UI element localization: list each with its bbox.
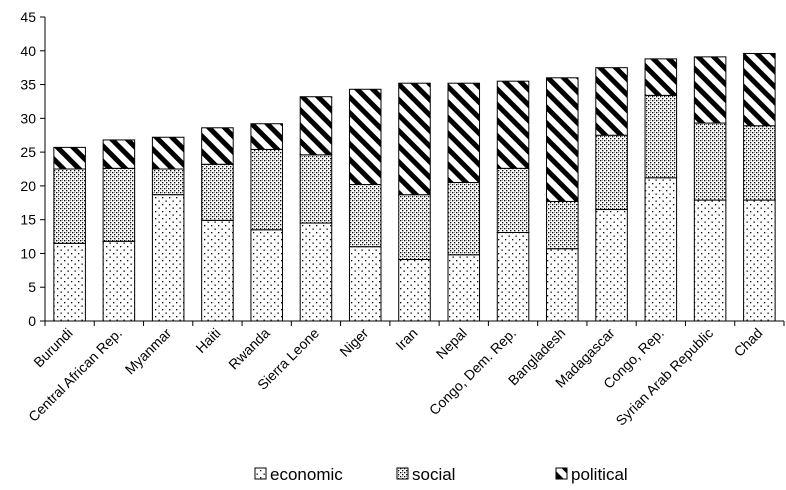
y-tick-label: 15 — [20, 212, 36, 228]
bar-social-3 — [201, 163, 234, 221]
bar-political-14 — [743, 52, 776, 127]
bar-social-7 — [398, 194, 431, 261]
bar-social-5 — [299, 154, 333, 224]
legend-label-political: political — [571, 465, 628, 484]
bar-economic-1 — [102, 240, 136, 322]
bar-political-2 — [151, 136, 185, 170]
legend-swatch-economic — [254, 467, 267, 480]
legend: economic social political — [254, 465, 628, 484]
bar-political-4 — [250, 123, 283, 150]
bar-political-7 — [398, 82, 431, 196]
bar-political-11 — [595, 67, 628, 136]
plot-area — [53, 52, 776, 322]
y-tick-label: 40 — [20, 43, 36, 59]
bar-social-14 — [743, 125, 776, 201]
bar-economic-13 — [693, 199, 727, 322]
bar-economic-5 — [299, 222, 333, 322]
bar-economic-12 — [644, 177, 678, 322]
bar-political-10 — [546, 77, 579, 202]
bar-economic-11 — [595, 209, 628, 322]
legend-label-economic: economic — [270, 465, 343, 484]
bar-economic-10 — [546, 248, 579, 322]
bar-political-8 — [447, 82, 481, 184]
y-tick-label: 5 — [28, 279, 36, 295]
bar-social-11 — [595, 134, 628, 211]
x-tick-label: Rwanda — [225, 325, 273, 373]
bar-political-9 — [496, 80, 530, 169]
x-tick-label: Haiti — [192, 325, 223, 356]
bar-political-6 — [348, 88, 382, 186]
legend-label-social: social — [412, 465, 455, 484]
bar-social-6 — [348, 184, 382, 248]
bar-social-1 — [102, 167, 136, 242]
bar-political-1 — [102, 139, 136, 169]
x-tick-label: Syrian Arab Republic — [612, 325, 716, 429]
bar-economic-9 — [496, 232, 530, 322]
bar-political-3 — [201, 127, 234, 165]
y-tick-label: 30 — [20, 110, 36, 126]
bar-economic-0 — [53, 242, 86, 322]
bar-social-2 — [151, 168, 185, 196]
bar-economic-8 — [447, 254, 481, 322]
bar-economic-3 — [201, 219, 234, 322]
bar-economic-6 — [348, 246, 382, 322]
legend-swatch-social — [396, 467, 409, 480]
y-tick-label: 20 — [20, 178, 36, 194]
bar-political-13 — [693, 56, 727, 124]
x-tick-label: Congo, Dem. Rep. — [426, 325, 519, 418]
y-tick-label: 10 — [20, 245, 36, 261]
bar-social-12 — [644, 94, 678, 179]
bar-social-4 — [250, 148, 283, 231]
bar-economic-7 — [398, 259, 431, 322]
legend-swatch-political — [555, 467, 568, 480]
bar-social-8 — [447, 182, 481, 256]
bar-economic-4 — [250, 229, 283, 322]
bar-political-12 — [644, 58, 678, 96]
bar-political-0 — [53, 146, 86, 170]
y-tick-label: 45 — [20, 9, 36, 25]
x-tick-label: Nepal — [433, 325, 470, 362]
bar-social-13 — [693, 122, 727, 201]
x-tick-label: Central African Rep. — [25, 325, 125, 425]
x-tick-label: Burundi — [30, 325, 75, 370]
x-tick-label: Iran — [392, 325, 420, 353]
y-tick-label: 35 — [20, 77, 36, 93]
bar-political-5 — [299, 96, 333, 156]
y-tick-label: 25 — [20, 144, 36, 160]
bar-economic-2 — [151, 194, 185, 322]
bar-social-9 — [496, 167, 530, 234]
bar-economic-14 — [743, 199, 776, 322]
x-tick-label: Myanmar — [122, 325, 175, 378]
bar-social-10 — [546, 200, 579, 250]
x-tick-label: Chad — [731, 325, 766, 360]
bar-social-0 — [53, 168, 86, 244]
y-tick-label: 0 — [28, 313, 36, 329]
x-tick-label: Niger — [336, 325, 371, 360]
